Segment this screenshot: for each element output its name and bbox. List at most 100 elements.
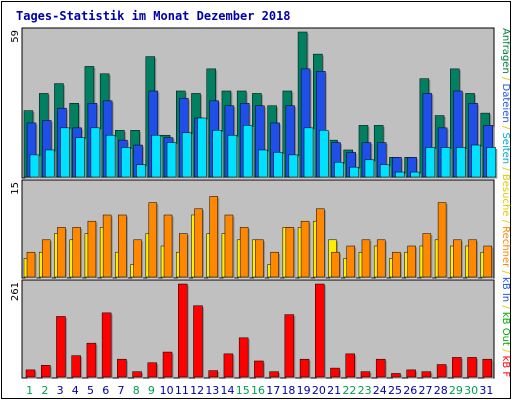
bar-kb-f-day-31 <box>482 358 493 378</box>
bar-kb-f-day-21 <box>330 367 340 378</box>
bar-rechner-day-8 <box>133 239 142 278</box>
bar-kb-f-day-2 <box>40 364 51 378</box>
bar-seiten-day-25 <box>395 171 405 178</box>
bar-rechner-day-23 <box>361 239 371 278</box>
bar-seiten-day-5 <box>90 127 101 178</box>
bar-seiten-day-29 <box>456 147 466 178</box>
bar-rechner-day-28 <box>437 202 447 278</box>
day-label-8: 8 <box>133 384 140 397</box>
day-label-27: 27 <box>418 384 432 397</box>
bar-rechner-day-7 <box>118 214 127 278</box>
day-label-3: 3 <box>57 384 64 397</box>
day-label-15: 15 <box>236 384 250 397</box>
bar-rechner-day-3 <box>57 227 66 278</box>
bar-rechner-day-27 <box>422 233 432 278</box>
day-label-31: 31 <box>479 384 493 397</box>
bar-seiten-day-23 <box>364 159 375 178</box>
day-label-22: 22 <box>342 384 356 397</box>
bar-seiten-day-11 <box>182 132 192 178</box>
bar-kb-f-day-1 <box>25 369 36 378</box>
bar-rechner-day-15 <box>239 227 249 278</box>
bar-rechner-day-9 <box>148 202 158 278</box>
bar-rechner-day-4 <box>72 227 81 278</box>
legend-item: Besuche <box>500 171 511 217</box>
legend-item: Rechner <box>500 223 511 268</box>
bar-rechner-day-14 <box>224 214 234 278</box>
legend-item: Seiten <box>500 129 511 164</box>
bar-kb-f-day-11 <box>178 283 188 378</box>
bar-kb-f-day-5 <box>86 342 97 378</box>
bar-seiten-day-2 <box>44 149 55 178</box>
bar-rechner-day-16 <box>255 239 264 278</box>
day-label-26: 26 <box>403 384 417 397</box>
bar-kb-f-day-13 <box>208 370 218 378</box>
day-label-5: 5 <box>87 384 94 397</box>
bar-rechner-day-13 <box>209 196 218 278</box>
bar-kb-f-day-29 <box>452 357 462 378</box>
legend-item: / <box>500 346 511 353</box>
bar-seiten-day-30 <box>471 144 481 178</box>
bar-kb-f-day-6 <box>101 312 112 378</box>
legend-item: / <box>500 216 511 223</box>
bar-seiten-day-9 <box>151 134 162 178</box>
day-label-7: 7 <box>117 384 124 397</box>
bar-seiten-day-10 <box>166 142 177 178</box>
bar-seiten-day-19 <box>303 127 314 178</box>
bar-seiten-day-4 <box>75 137 85 178</box>
legend-item: / <box>500 74 511 81</box>
bar-seiten-day-8 <box>136 164 146 178</box>
bar-kb-f-day-7 <box>117 358 127 378</box>
chart-title: Tages-Statistik im Monat Dezember 2018 <box>16 9 291 23</box>
day-label-2: 2 <box>41 384 48 397</box>
bar-rechner-day-2 <box>41 239 51 278</box>
bar-kb-f-day-8 <box>132 371 142 378</box>
bar-kb-f-day-19 <box>299 358 310 378</box>
bar-kb-f-day-22 <box>345 353 355 378</box>
bar-rechner-day-22 <box>346 245 355 278</box>
day-label-20: 20 <box>312 384 326 397</box>
day-label-9: 9 <box>148 384 155 397</box>
legend-item: kB F <box>500 352 511 377</box>
day-label-1: 1 <box>26 384 33 397</box>
bar-rechner-day-21 <box>331 251 340 278</box>
day-label-12: 12 <box>190 384 204 397</box>
bar-rechner-day-20 <box>316 208 325 278</box>
bar-rechner-day-19 <box>300 220 310 278</box>
day-label-11: 11 <box>175 384 189 397</box>
bar-seiten-day-7 <box>121 147 131 178</box>
bar-kb-f-day-10 <box>162 351 173 378</box>
panel-max-label: 15 <box>10 182 21 195</box>
bar-seiten-day-17 <box>273 152 283 178</box>
bar-seiten-day-28 <box>440 147 451 178</box>
day-label-25: 25 <box>388 384 402 397</box>
chart-panel-1: 59 <box>10 27 498 179</box>
legend-item: / <box>500 123 511 130</box>
bar-kb-f-day-14 <box>223 353 234 378</box>
bar-kb-f-day-28 <box>436 364 447 378</box>
day-label-19: 19 <box>297 384 311 397</box>
legend-item: / <box>500 302 511 309</box>
bar-seiten-day-21 <box>334 162 344 178</box>
legend-item: Anfragen <box>500 28 511 74</box>
day-label-30: 30 <box>464 384 478 397</box>
bar-rechner-day-6 <box>102 214 112 278</box>
bar-kb-f-day-17 <box>269 371 279 378</box>
bar-kb-f-day-16 <box>254 360 264 378</box>
legend-item: kB Out <box>500 309 511 346</box>
day-label-4: 4 <box>72 384 79 397</box>
bar-seiten-day-3 <box>60 127 70 178</box>
bar-seiten-day-27 <box>425 147 436 178</box>
day-label-10: 10 <box>160 384 174 397</box>
bar-kb-f-day-27 <box>421 371 432 378</box>
bar-kb-f-day-12 <box>193 305 203 378</box>
bar-rechner-day-25 <box>392 251 401 278</box>
bar-kb-f-day-23 <box>360 371 371 378</box>
legend-item: / <box>500 164 511 171</box>
bar-rechner-day-11 <box>179 233 188 278</box>
bar-rechner-day-5 <box>87 220 97 278</box>
bar-kb-f-day-25 <box>391 373 401 378</box>
bar-seiten-day-22 <box>349 166 359 178</box>
day-label-6: 6 <box>102 384 109 397</box>
